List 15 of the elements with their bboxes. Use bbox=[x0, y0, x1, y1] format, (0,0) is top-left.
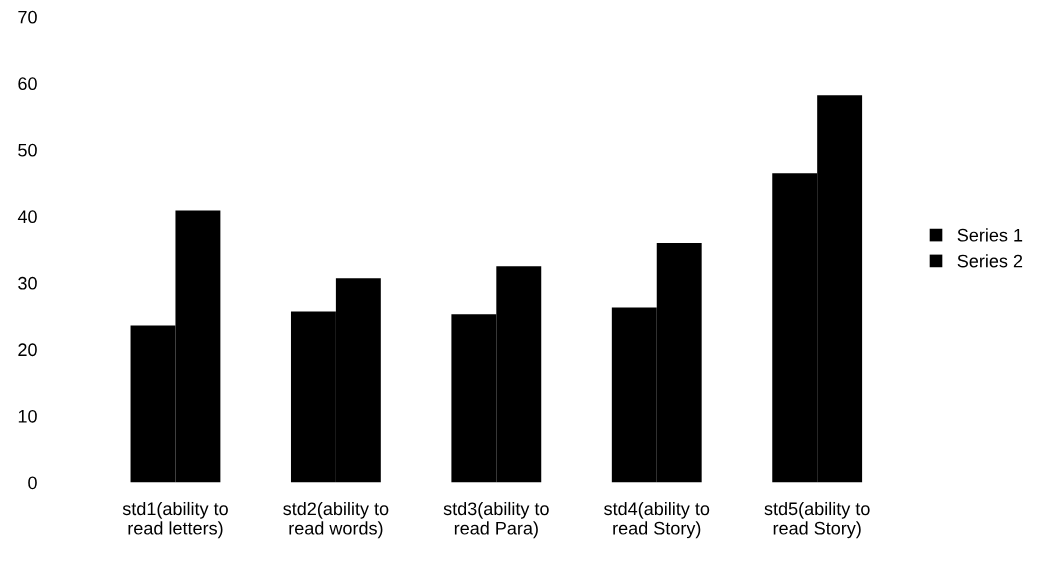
y-tick-label: 30 bbox=[18, 276, 37, 290]
y-tick-label: 50 bbox=[18, 143, 37, 157]
y-tick-label: 0 bbox=[28, 476, 37, 490]
y-tick-label: 10 bbox=[18, 409, 37, 423]
x-tick-label: std5(ability to read Story) bbox=[764, 501, 870, 539]
x-tick-label: std1(ability to read letters) bbox=[122, 501, 228, 539]
y-tick-label: 60 bbox=[18, 77, 37, 91]
y-tick-label: 70 bbox=[18, 10, 37, 24]
x-tick-label: std2(ability to read words) bbox=[283, 501, 389, 539]
x-tick-label: std3(ability to read Para) bbox=[443, 501, 549, 539]
legend-label: Series 2 bbox=[957, 254, 1023, 268]
legend-label: Series 1 bbox=[957, 228, 1023, 242]
y-tick-label: 20 bbox=[18, 343, 37, 357]
x-tick-label: std4(ability to read Story) bbox=[604, 501, 710, 539]
y-tick-label: 40 bbox=[17, 210, 37, 224]
